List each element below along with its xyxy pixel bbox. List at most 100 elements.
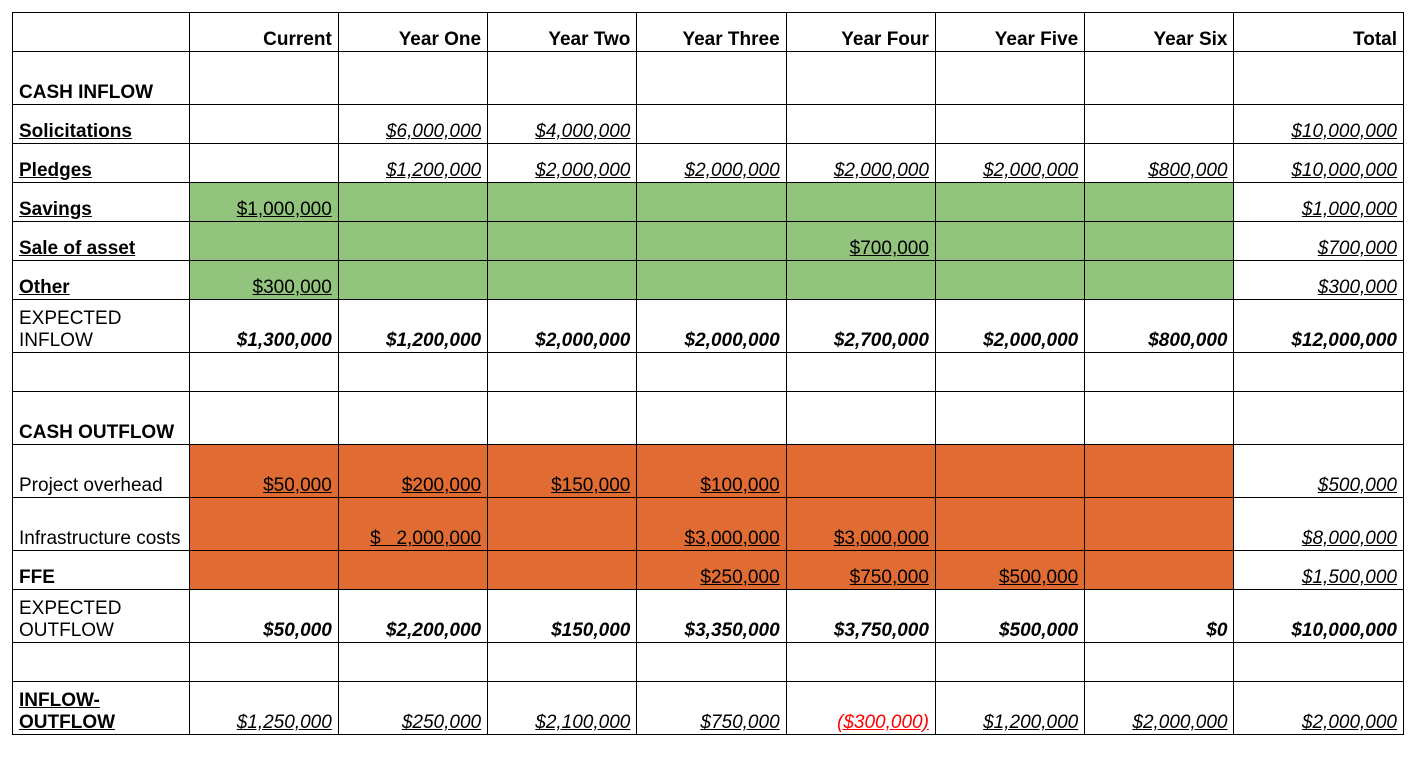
expected-outflow-current: $50,000 (189, 590, 338, 643)
ffe-label: FFE (13, 551, 190, 590)
pledges-y2: $2,000,000 (488, 144, 637, 183)
savings-y4 (786, 183, 935, 222)
net-y5: $1,200,000 (935, 682, 1084, 735)
expected-outflow-y1: $2,200,000 (338, 590, 487, 643)
spacer-row-1 (13, 353, 1404, 392)
infra-label: Infrastructure costs (13, 498, 190, 551)
ffe-y3: $250,000 (637, 551, 786, 590)
infra-y4: $3,000,000 (786, 498, 935, 551)
ffe-y2 (488, 551, 637, 590)
header-year-three: Year Three (637, 13, 786, 52)
other-label: Other (13, 261, 190, 300)
infra-y5 (935, 498, 1084, 551)
other-y6 (1085, 261, 1234, 300)
row-expected-inflow: EXPECTED INFLOW $1,300,000 $1,200,000 $2… (13, 300, 1404, 353)
overhead-total: $500,000 (1234, 445, 1404, 498)
pledges-y3: $2,000,000 (637, 144, 786, 183)
savings-y5 (935, 183, 1084, 222)
row-pledges: Pledges $1,200,000 $2,000,000 $2,000,000… (13, 144, 1404, 183)
net-y6: $2,000,000 (1085, 682, 1234, 735)
ffe-y1 (338, 551, 487, 590)
other-total: $300,000 (1234, 261, 1404, 300)
expected-inflow-y3: $2,000,000 (637, 300, 786, 353)
header-year-one: Year One (338, 13, 487, 52)
expected-inflow-current: $1,300,000 (189, 300, 338, 353)
infra-total: $8,000,000 (1234, 498, 1404, 551)
overhead-y1: $200,000 (338, 445, 487, 498)
sale-y1 (338, 222, 487, 261)
cash-outflow-label: CASH OUTFLOW (13, 392, 190, 445)
sale-y4: $700,000 (786, 222, 935, 261)
header-current: Current (189, 13, 338, 52)
ffe-y4: $750,000 (786, 551, 935, 590)
sale-y3 (637, 222, 786, 261)
other-y1 (338, 261, 487, 300)
expected-outflow-label: EXPECTED OUTFLOW (13, 590, 190, 643)
row-infrastructure: Infrastructure costs $ 2,000,000 $3,000,… (13, 498, 1404, 551)
ffe-current (189, 551, 338, 590)
expected-outflow-total: $10,000,000 (1234, 590, 1404, 643)
section-cash-inflow: CASH INFLOW (13, 52, 1404, 105)
other-y4 (786, 261, 935, 300)
overhead-y4 (786, 445, 935, 498)
expected-inflow-y4: $2,700,000 (786, 300, 935, 353)
expected-outflow-y6: $0 (1085, 590, 1234, 643)
infra-y3: $3,000,000 (637, 498, 786, 551)
savings-y1 (338, 183, 487, 222)
savings-y2 (488, 183, 637, 222)
row-other: Other $300,000 $300,000 (13, 261, 1404, 300)
infra-current (189, 498, 338, 551)
solicitations-current (189, 105, 338, 144)
ffe-total: $1,500,000 (1234, 551, 1404, 590)
ffe-y5: $500,000 (935, 551, 1084, 590)
pledges-y1: $1,200,000 (338, 144, 487, 183)
expected-outflow-y2: $150,000 (488, 590, 637, 643)
header-year-five: Year Five (935, 13, 1084, 52)
solicitations-y5 (935, 105, 1084, 144)
savings-current: $1,000,000 (189, 183, 338, 222)
pledges-total: $10,000,000 (1234, 144, 1404, 183)
solicitations-y2: $4,000,000 (488, 105, 637, 144)
net-current: $1,250,000 (189, 682, 338, 735)
row-inflow-outflow: INFLOW-OUTFLOW $1,250,000 $250,000 $2,10… (13, 682, 1404, 735)
pledges-y5: $2,000,000 (935, 144, 1084, 183)
header-blank (13, 13, 190, 52)
expected-inflow-y1: $1,200,000 (338, 300, 487, 353)
overhead-y3: $100,000 (637, 445, 786, 498)
row-solicitations: Solicitations $6,000,000 $4,000,000 $10,… (13, 105, 1404, 144)
other-current: $300,000 (189, 261, 338, 300)
overhead-y5 (935, 445, 1084, 498)
sale-y2 (488, 222, 637, 261)
row-sale-of-asset: Sale of asset $700,000 $700,000 (13, 222, 1404, 261)
sale-y5 (935, 222, 1084, 261)
savings-label: Savings (13, 183, 190, 222)
net-y4: ($300,000) (786, 682, 935, 735)
ffe-y6 (1085, 551, 1234, 590)
solicitations-total: $10,000,000 (1234, 105, 1404, 144)
solicitations-y4 (786, 105, 935, 144)
infra-y1: $ 2,000,000 (338, 498, 487, 551)
expected-inflow-total: $12,000,000 (1234, 300, 1404, 353)
infra-y2 (488, 498, 637, 551)
net-y1: $250,000 (338, 682, 487, 735)
solicitations-y1: $6,000,000 (338, 105, 487, 144)
row-project-overhead: Project overhead $50,000 $200,000 $150,0… (13, 445, 1404, 498)
header-year-six: Year Six (1085, 13, 1234, 52)
infra-y6 (1085, 498, 1234, 551)
net-y3: $750,000 (637, 682, 786, 735)
header-row: Current Year One Year Two Year Three Yea… (13, 13, 1404, 52)
expected-outflow-y3: $3,350,000 (637, 590, 786, 643)
overhead-current: $50,000 (189, 445, 338, 498)
expected-outflow-y4: $3,750,000 (786, 590, 935, 643)
expected-inflow-label: EXPECTED INFLOW (13, 300, 190, 353)
sale-total: $700,000 (1234, 222, 1404, 261)
other-y2 (488, 261, 637, 300)
row-savings: Savings $1,000,000 $1,000,000 (13, 183, 1404, 222)
overhead-label: Project overhead (13, 445, 190, 498)
pledges-y6: $800,000 (1085, 144, 1234, 183)
header-year-two: Year Two (488, 13, 637, 52)
header-year-four: Year Four (786, 13, 935, 52)
solicitations-label: Solicitations (13, 105, 190, 144)
cashflow-table: Current Year One Year Two Year Three Yea… (12, 12, 1404, 735)
savings-y3 (637, 183, 786, 222)
